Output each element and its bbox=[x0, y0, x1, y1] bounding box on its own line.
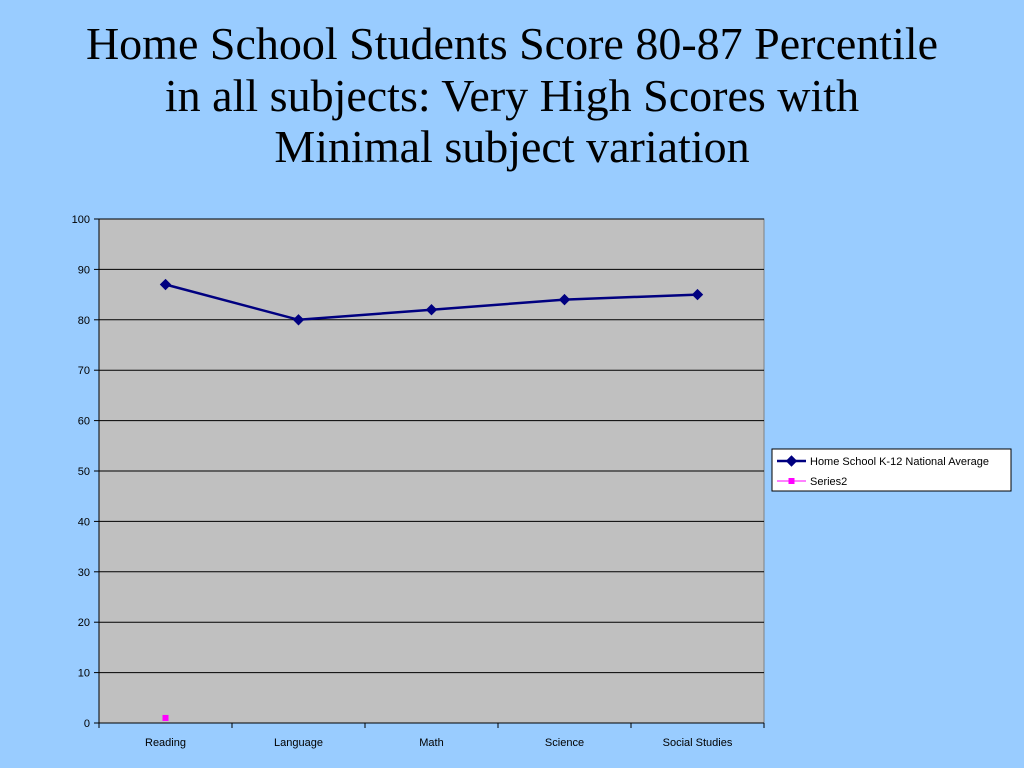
y-axis-ticks: 0 10 20 30 40 50 60 70 80 90 100 bbox=[72, 214, 99, 730]
title-line-1: Home School Students Score 80-87 Percent… bbox=[85, 18, 939, 69]
legend-label-1: Home School K-12 National Average bbox=[810, 456, 989, 468]
series-1-point-reading bbox=[159, 278, 172, 291]
y-tick-label: 90 bbox=[78, 264, 90, 276]
x-tick-label-social-studies: Social Studies bbox=[663, 737, 733, 749]
series-1-point-language bbox=[292, 314, 305, 326]
y-tick-label: 30 bbox=[78, 567, 90, 579]
x-tick-label-reading: Reading bbox=[145, 737, 186, 749]
legend: Home School K-12 National Average Series2 bbox=[771, 448, 1012, 492]
y-tick-label: 20 bbox=[78, 617, 90, 629]
legend-marker-1 bbox=[785, 455, 798, 467]
gridlines bbox=[99, 218, 764, 674]
legend-marker-2 bbox=[788, 478, 795, 484]
x-axis-ticks: Reading Language Math Science Social Studies bbox=[98, 723, 765, 749]
y-tick-label: 80 bbox=[78, 315, 90, 327]
legend-label-2: Series2 bbox=[810, 476, 847, 488]
x-tick-label-math: Math bbox=[419, 737, 443, 749]
title-line-2: in all subjects: Very High Scores with bbox=[164, 69, 860, 121]
y-tick-label: 100 bbox=[72, 214, 90, 226]
y-tick-label: 60 bbox=[78, 416, 90, 428]
series-layer bbox=[159, 278, 704, 721]
series-1-point-science bbox=[558, 293, 571, 306]
y-tick-label: 0 bbox=[84, 718, 90, 730]
x-tick-label-science: Science bbox=[545, 737, 584, 749]
slide-title: Home School Students Score 80-87 Percent… bbox=[0, 18, 1024, 173]
x-tick-label-language: Language bbox=[274, 737, 323, 749]
series-2-point-reading bbox=[162, 714, 169, 721]
title-line-3: Minimal subject variation bbox=[274, 121, 750, 173]
series-1-point-social-studies bbox=[691, 288, 704, 301]
series-1-point-math bbox=[425, 304, 438, 316]
y-tick-label: 40 bbox=[78, 516, 90, 528]
y-tick-label: 10 bbox=[78, 668, 90, 680]
legend-box bbox=[771, 448, 1012, 492]
y-tick-label: 50 bbox=[78, 466, 90, 478]
y-tick-label: 70 bbox=[78, 365, 90, 377]
